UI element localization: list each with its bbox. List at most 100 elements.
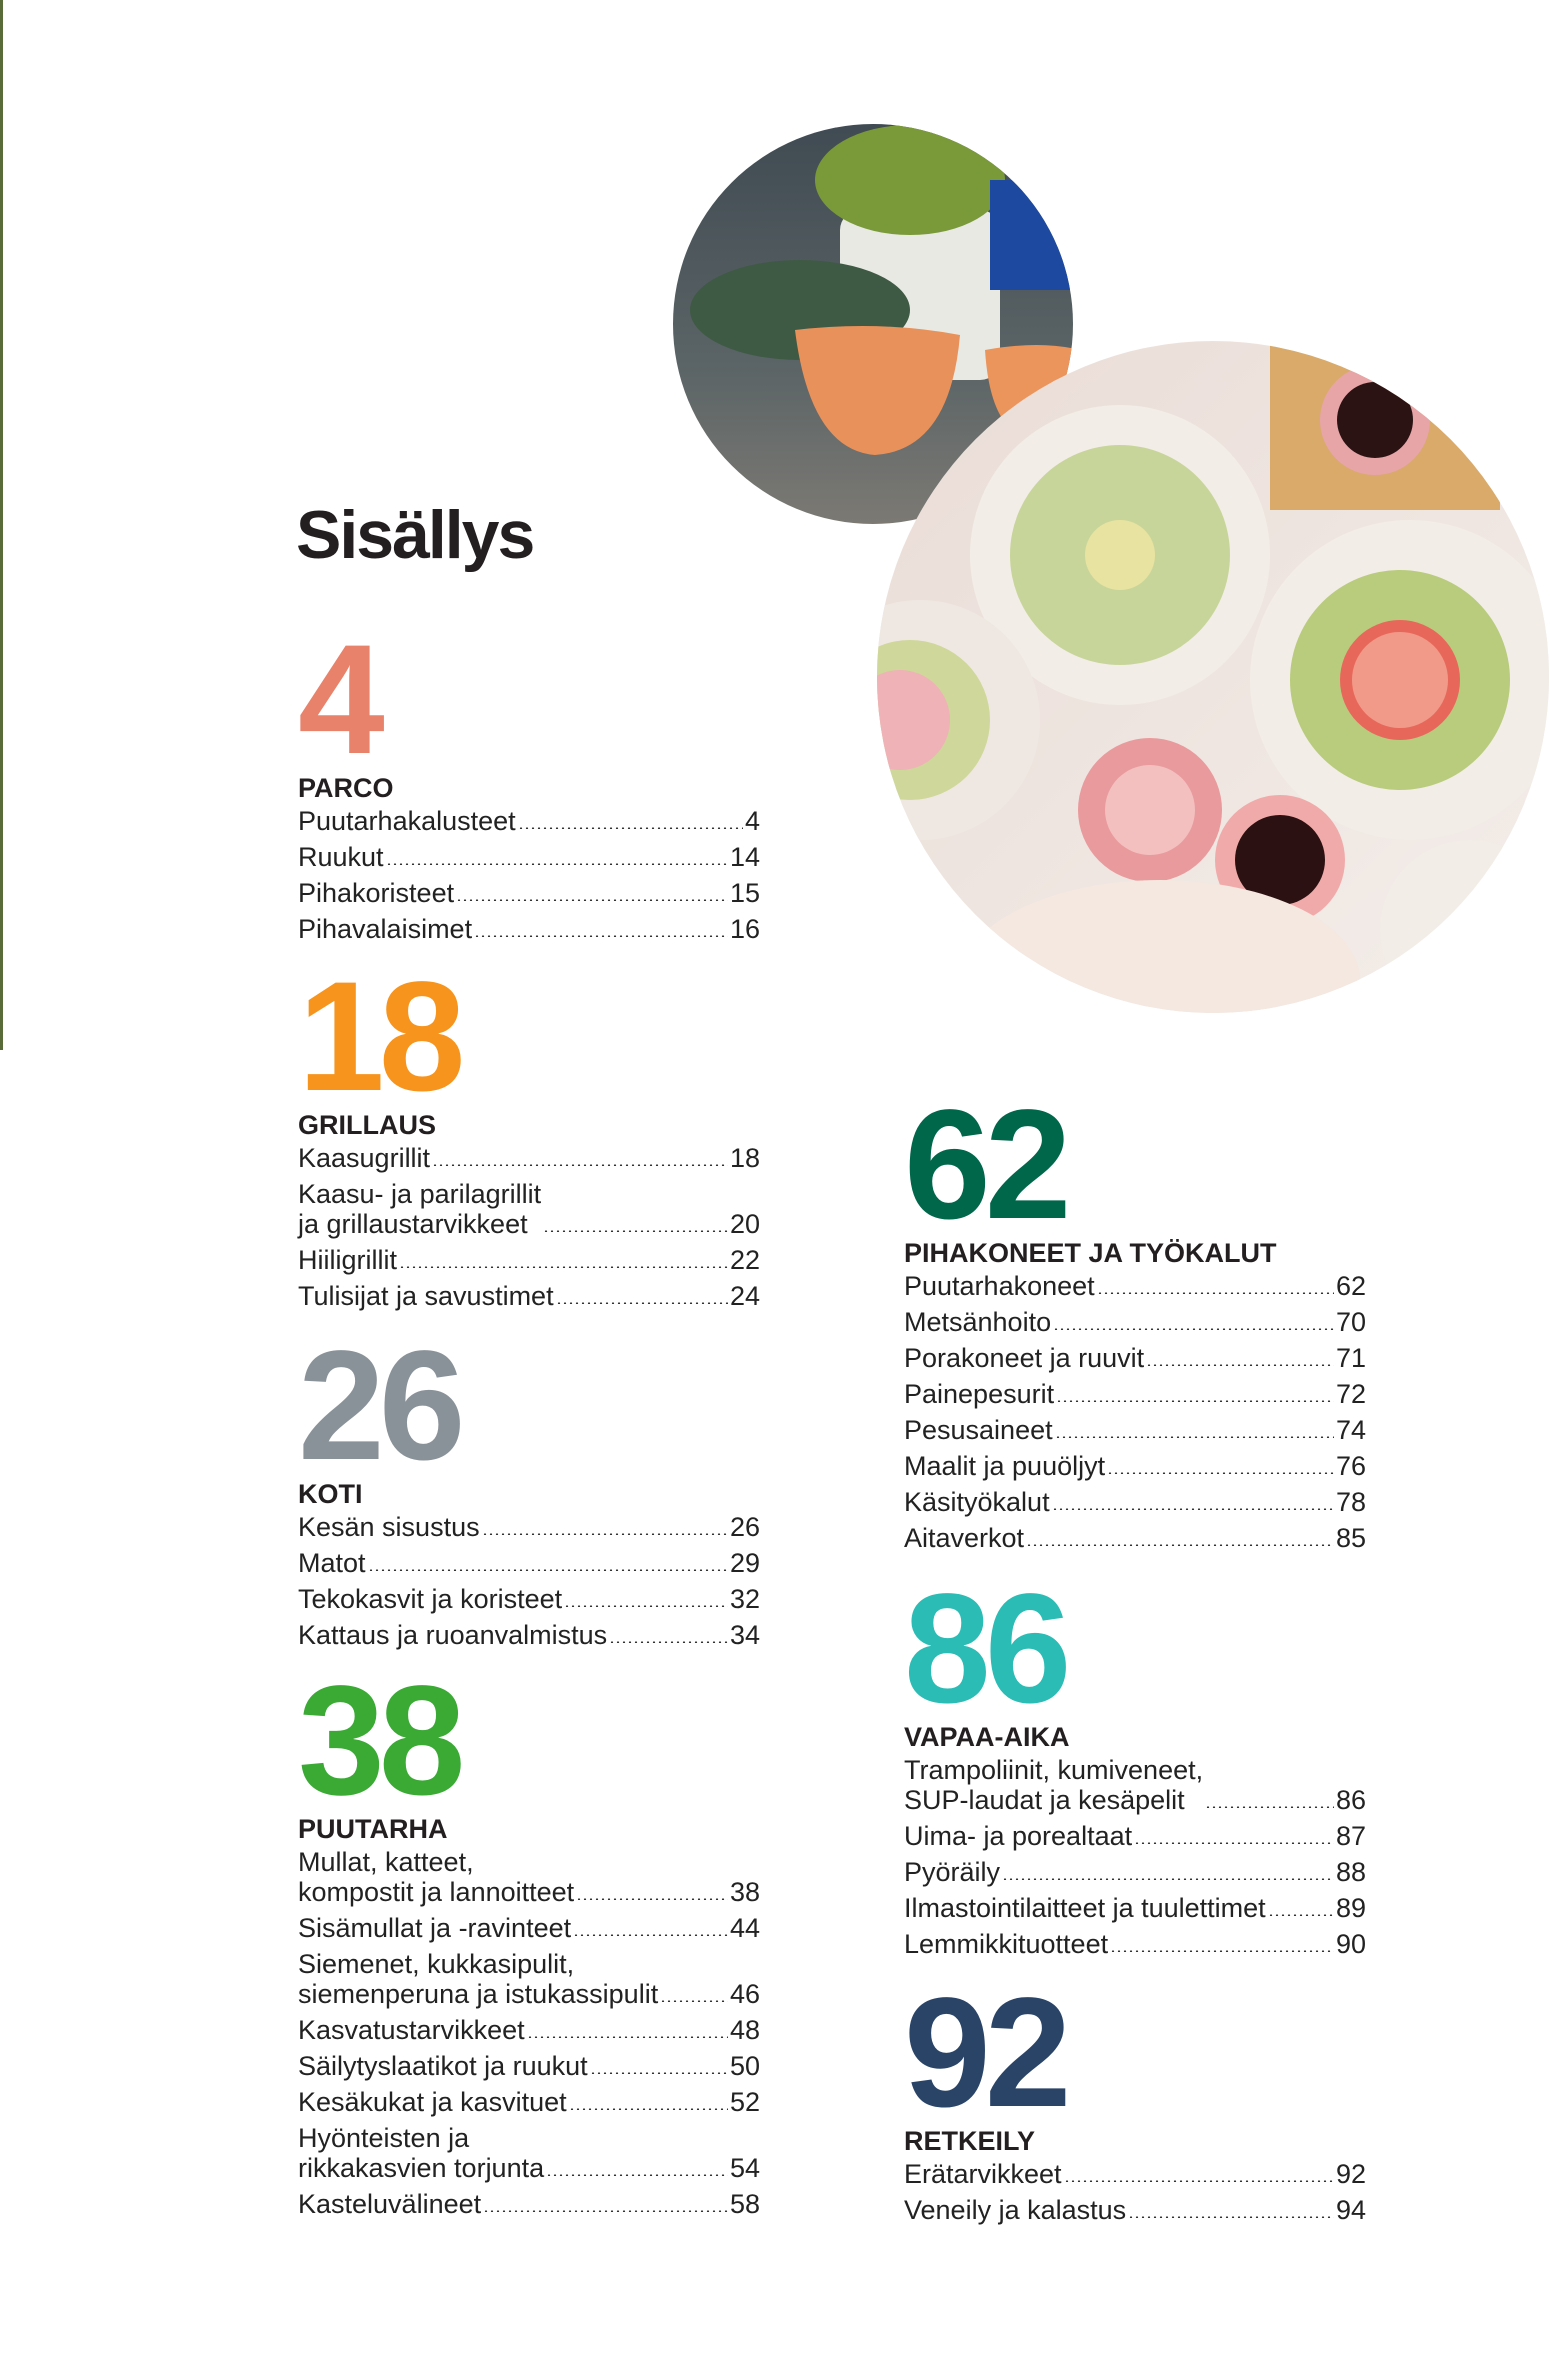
entry-label: Puutarhakoneet xyxy=(904,1271,1095,1301)
entry-line: Pihavalaisimet xyxy=(298,914,473,944)
entry-line: Porakoneet ja ruuvit xyxy=(904,1343,1145,1373)
entry-label: Kaasu- ja parilagrillit ja grillaustarvik… xyxy=(298,1179,541,1239)
toc-entry: Mullat, katteet, kompostit ja lannoitteet… xyxy=(298,1847,760,1907)
dot-leader xyxy=(546,2174,728,2176)
entry-label: Ruukut xyxy=(298,842,384,872)
section-number: 62 xyxy=(904,1078,1072,1252)
entry-label: Matot xyxy=(298,1548,366,1578)
entry-label: Painepesurit xyxy=(904,1379,1054,1409)
entry-label: Metsänhoito xyxy=(904,1307,1051,1337)
section-heading: RETKEILY xyxy=(904,2126,1036,2156)
entry-line: Kattaus ja ruoanvalmistus xyxy=(298,1620,608,1650)
entry-label: Kasvatustarvikkeet xyxy=(298,2015,525,2045)
entry-label: Kesän sisustus xyxy=(298,1512,480,1542)
toc-section: 38 PUUTARHA Mullat, katteet, kompostit ja l… xyxy=(298,1654,760,2225)
entry-label: Pyöräily xyxy=(904,1857,1000,1887)
entry-label: Maalit ja puuöljyt xyxy=(904,1451,1105,1481)
page-number: 50 xyxy=(729,2051,760,2081)
entry-line: Matot xyxy=(298,1548,366,1578)
page-number: 32 xyxy=(729,1584,760,1614)
section-heading: PIHAKONEET JA TYÖKALUT xyxy=(904,1238,1277,1268)
photos xyxy=(0,0,1549,1050)
page-number: 89 xyxy=(1335,1893,1366,1923)
entry-label: Uima- ja porealtaat xyxy=(904,1821,1132,1851)
entry-line: SUP-laudat ja kesäpelit xyxy=(904,1785,1185,1815)
entry-line: Kaasu- ja parilagrillit xyxy=(298,1179,542,1209)
entry-line: Hiiligrillit xyxy=(298,1245,397,1275)
toc-entry: Erätarvikkeet 92 xyxy=(904,2159,1366,2189)
section-number: 26 xyxy=(298,1319,466,1493)
toc-entry: Hyönteisten ja rikkakasvien torjunta 54 xyxy=(298,2123,760,2183)
toc-entry: Matot 29 xyxy=(298,1548,760,1578)
dot-leader xyxy=(367,1569,728,1571)
page-number: 62 xyxy=(1335,1271,1366,1301)
edge xyxy=(0,0,3,1050)
entry-label: Porakoneet ja ruuvit xyxy=(904,1343,1144,1373)
entry-line: Hyönteisten ja xyxy=(298,2123,470,2153)
page-number: 85 xyxy=(1335,1523,1366,1553)
toc-entry: Puutarhakoneet 62 xyxy=(904,1271,1366,1301)
toc-entry: Kasteluvälineet 58 xyxy=(298,2189,760,2219)
dot-leader xyxy=(1107,1472,1334,1474)
toc-entry: Kasvatustarvikkeet 48 xyxy=(298,2015,760,2045)
entry-label: Hyönteisten ja rikkakasvien torjunta xyxy=(298,2123,544,2183)
toc-entry: Metsänhoito 70 xyxy=(904,1307,1366,1337)
dot-leader xyxy=(1053,1328,1334,1330)
entry-label: Pihavalaisimet xyxy=(298,914,472,944)
entry-line: Säilytyslaatikot ja ruukut xyxy=(298,2051,588,2081)
dot-leader xyxy=(1026,1544,1334,1546)
toc-entry: Porakoneet ja ruuvit 71 xyxy=(904,1343,1366,1373)
dot-leader xyxy=(456,899,728,901)
entry-line: rikkakasvien torjunta xyxy=(298,2153,545,2183)
entry-line: Aitaverkot xyxy=(904,1523,1025,1553)
toc-entry: Maalit ja puuöljyt 76 xyxy=(904,1451,1366,1481)
entry-line: Lemmikkituotteet xyxy=(904,1929,1109,1959)
entry-line: Pihakoristeet xyxy=(298,878,455,908)
page-number: 29 xyxy=(729,1548,760,1578)
entry-label: Kasteluvälineet xyxy=(298,2189,481,2219)
toc-entry: Tekokasvit ja koristeet 32 xyxy=(298,1584,760,1614)
toc-entry: Ruukut 14 xyxy=(298,842,760,872)
section-number: 18 xyxy=(298,950,466,1124)
dot-leader xyxy=(568,2108,728,2110)
entry-line: Kesäkukat ja kasvituet xyxy=(298,2087,567,2117)
page-number: 88 xyxy=(1335,1857,1366,1887)
entry-label: Ilmastointilaitteet ja tuulettimet xyxy=(904,1893,1266,1923)
dot-leader xyxy=(1096,1292,1334,1294)
entry-line: Puutarhakoneet xyxy=(904,1271,1095,1301)
toc-section: 86 VAPAA-AIKA Trampoliinit, kumiveneet, SUP… xyxy=(904,1562,1366,1965)
page-number: 26 xyxy=(729,1512,760,1542)
page-number: 76 xyxy=(1335,1451,1366,1481)
page-number: 38 xyxy=(729,1877,760,1907)
entry-label: Käsityökalut xyxy=(904,1487,1050,1517)
toc-entry: Tulisijat ja savustimet 24 xyxy=(298,1281,760,1311)
entry-line: Mullat, katteet, xyxy=(298,1847,474,1877)
dot-leader xyxy=(1205,1806,1334,1808)
section-number: 86 xyxy=(904,1562,1072,1736)
entry-label: Veneily ja kalastus xyxy=(904,2195,1126,2225)
page-number: 54 xyxy=(729,2153,760,2183)
section-heading: PUUTARHA xyxy=(298,1814,448,1844)
page-number: 46 xyxy=(729,1979,760,2009)
section-heading: PARCO xyxy=(298,773,394,803)
dot-leader xyxy=(385,863,728,865)
dot-leader xyxy=(1146,1364,1334,1366)
page-number: 18 xyxy=(729,1143,760,1173)
toc-entry: Ilmastointilaitteet ja tuulettimet 89 xyxy=(904,1893,1366,1923)
page-number: 72 xyxy=(1335,1379,1366,1409)
page-title: Sisällys xyxy=(296,497,535,573)
section-number: 4 xyxy=(298,613,385,787)
entry-label: Erätarvikkeet xyxy=(904,2159,1062,2189)
section-heading: VAPAA-AIKA xyxy=(904,1722,1070,1752)
entry-label: Pihakoristeet xyxy=(298,878,454,908)
section-number: 92 xyxy=(904,1966,1072,2140)
toc-section: 92 RETKEILY Erätarvikkeet 92 Veneily ja kala… xyxy=(904,1966,1366,2231)
entry-line: Kaasugrillit xyxy=(298,1143,431,1173)
entry-line: kompostit ja lannoitteet xyxy=(298,1877,575,1907)
dot-leader xyxy=(564,1605,728,1607)
toc-entry: Säilytyslaatikot ja ruukut 50 xyxy=(298,2051,760,2081)
toc-entry: Pyöräily 88 xyxy=(904,1857,1366,1887)
page-number: 78 xyxy=(1335,1487,1366,1517)
section-number: 38 xyxy=(298,1654,466,1828)
page-number: 24 xyxy=(729,1281,760,1311)
